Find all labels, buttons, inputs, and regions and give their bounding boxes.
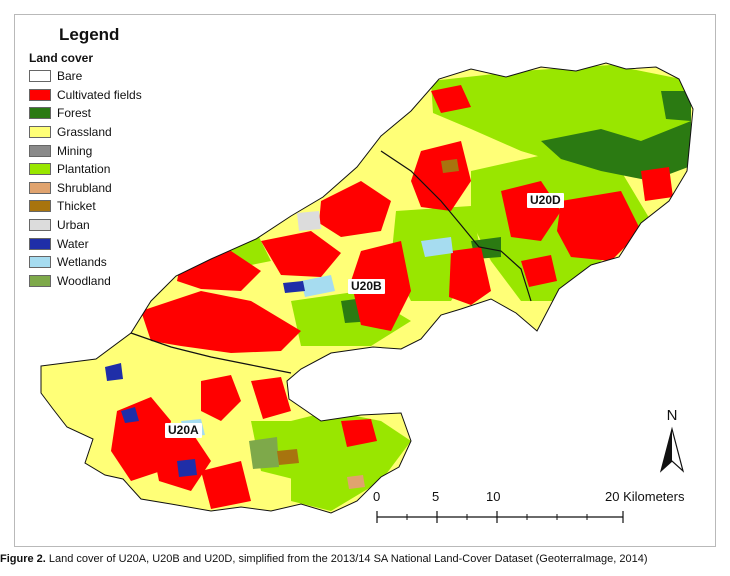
legend-subtitle: Land cover <box>29 51 94 65</box>
legend-item-woodland: Woodland <box>29 272 179 291</box>
figure-caption: Figure 2. Land cover of U20A, U20B and U… <box>0 553 730 565</box>
boundary-u20a-u20b <box>130 332 292 374</box>
legend-title: Legend <box>59 25 120 44</box>
legend-item-grassland: Grassland <box>29 123 179 142</box>
zone-label-u20a: U20A <box>165 423 202 438</box>
north-arrow-icon <box>659 426 685 473</box>
legend-swatch <box>29 200 51 213</box>
legend-item-shrubland: Shrubland <box>29 179 179 198</box>
legend-swatch <box>29 70 51 83</box>
legend-item-forest: Forest <box>29 104 179 123</box>
legend-label: Water <box>57 236 89 251</box>
legend-swatch <box>29 163 51 176</box>
legend-label: Mining <box>57 143 93 158</box>
legend-label: Plantation <box>57 162 111 177</box>
legend-item-urban: Urban <box>29 216 179 235</box>
catchment-boundary <box>40 62 694 514</box>
north-letter: N <box>666 407 678 424</box>
legend-item-cultivated: Cultivated fields <box>29 86 179 105</box>
legend-swatch <box>29 107 51 120</box>
map-frame: Legend Land cover Bare Cultivated fields… <box>14 14 716 547</box>
legend-label: Bare <box>57 69 83 84</box>
land-cover-map <box>40 62 694 514</box>
legend-swatch <box>29 144 51 157</box>
legend-item-plantation: Plantation <box>29 160 179 179</box>
caption-label: Figure 2. <box>0 553 46 565</box>
scale-label-10: 10 <box>486 489 501 504</box>
north-arrow: N <box>655 407 689 477</box>
legend-label: Forest <box>57 106 92 121</box>
scale-label-5: 5 <box>432 489 440 504</box>
legend-item-mining: Mining <box>29 141 179 160</box>
legend-swatch <box>29 219 51 232</box>
scale-bar: 0 5 10 20 Kilometers <box>367 489 707 529</box>
legend-item-wetlands: Wetlands <box>29 253 179 272</box>
map-legend: Legend Land cover Bare Cultivated fields… <box>29 23 179 290</box>
caption-text: Land cover of U20A, U20B and U20D, simpl… <box>45 553 648 565</box>
legend-label: Cultivated fields <box>57 87 142 102</box>
legend-label: Thicket <box>57 199 96 214</box>
legend-item-bare: Bare <box>29 67 179 86</box>
legend-swatch <box>29 126 51 139</box>
legend-label: Urban <box>57 218 90 233</box>
legend-label: Wetlands <box>57 255 107 270</box>
legend-label: Woodland <box>57 273 111 288</box>
legend-swatch <box>29 181 51 194</box>
legend-item-water: Water <box>29 234 179 253</box>
legend-label: Shrubland <box>57 180 112 195</box>
zone-label-u20b: U20B <box>348 279 385 294</box>
zone-label-u20d: U20D <box>527 193 564 208</box>
legend-swatch <box>29 88 51 101</box>
scale-label-0: 0 <box>373 489 381 504</box>
boundary-u20b-u20d <box>380 150 532 302</box>
legend-swatch <box>29 256 51 269</box>
scale-label-20: 20 Kilometers <box>605 489 685 504</box>
legend-item-thicket: Thicket <box>29 197 179 216</box>
legend-swatch <box>29 237 51 250</box>
scale-bar-graphic <box>376 511 624 523</box>
legend-swatch <box>29 274 51 287</box>
legend-label: Grassland <box>57 125 112 140</box>
